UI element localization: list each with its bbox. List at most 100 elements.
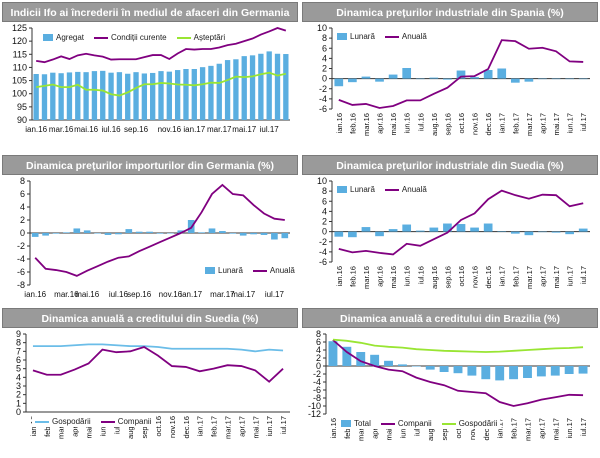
x-tick-label: aug.16 <box>426 418 435 441</box>
x-tick-label: ian.17 <box>196 416 205 436</box>
bar <box>470 227 479 232</box>
x-tick-label: apr.17 <box>537 418 546 439</box>
series-line <box>32 346 284 383</box>
x-tick-label: iul.17 <box>279 416 288 434</box>
bar <box>524 78 534 82</box>
bar <box>115 233 122 235</box>
bar <box>538 231 547 233</box>
x-tick-label: iun.17 <box>566 113 575 133</box>
y-tick-label: -2 <box>313 369 321 379</box>
x-tick-label: sep.16 <box>140 416 149 439</box>
chart-credit-brazil: -12-10-8-6-4-202468ian.16feb.16mar.16apr… <box>308 329 590 441</box>
bar <box>565 78 574 80</box>
x-tick-label: apr.16 <box>376 113 385 134</box>
bar <box>260 233 268 235</box>
x-tick-label: sep.16 <box>124 125 149 134</box>
x-tick-label: feb.16 <box>348 266 357 287</box>
y-tick-label: 4 <box>20 202 25 212</box>
bar <box>108 72 114 120</box>
bar <box>100 70 106 120</box>
series-line <box>332 339 584 407</box>
bar <box>578 78 588 80</box>
y-tick-label: -4 <box>313 377 321 387</box>
bar <box>31 233 39 237</box>
bar <box>328 341 338 366</box>
bar <box>348 231 357 238</box>
x-tick-label: ian.16 <box>24 290 46 299</box>
y-tick-label: 4 <box>322 206 327 216</box>
bar <box>370 354 380 366</box>
y-tick-label: 10 <box>317 23 327 33</box>
bar <box>274 53 281 121</box>
legend-item-anuala: Anuală <box>252 266 295 275</box>
y-tick-label: 6 <box>316 337 321 347</box>
x-tick-label: feb.17 <box>511 266 520 287</box>
bar <box>467 366 477 376</box>
bar <box>250 233 257 235</box>
legend-item-asteptari: Așteptări <box>176 33 225 42</box>
bar <box>510 231 520 234</box>
x-tick-label: apr.17 <box>538 266 547 287</box>
x-tick-label: feb.17 <box>510 418 519 439</box>
y-tick-label: 115 <box>13 49 27 59</box>
bar <box>524 231 534 236</box>
bar <box>361 76 371 79</box>
chart-ifo-germany: 90 95 100 105 110 115 120 125 ian.16 mar.16 mai.16… <box>12 23 290 134</box>
y-tick-label: -4 <box>319 94 327 104</box>
x-tick-label: ian.17 <box>183 125 205 134</box>
x-tick-label: nov.16 <box>471 266 480 288</box>
bar <box>283 54 289 120</box>
y-tick-label: 8 <box>316 329 321 339</box>
x-tick-label: ian.17 <box>498 113 507 133</box>
x-tick-label: iul.16 <box>102 125 122 134</box>
bar <box>384 360 393 366</box>
y-tick-label: 8 <box>20 176 25 186</box>
y-tick-label: 125 <box>12 23 27 33</box>
legend-item-gospodarii: Gospodării <box>35 417 91 426</box>
bar <box>470 77 479 79</box>
bar <box>125 229 133 233</box>
legend: Total Companii Gospodării <box>338 418 501 429</box>
legend-item-conditii-curente: Condiții curente <box>94 33 167 42</box>
x-tick-label: mar.16 <box>57 416 66 439</box>
x-tick-label: feb.17 <box>210 416 219 437</box>
x-tick-label: mar.16 <box>49 125 74 134</box>
y-tick-label: 2 <box>16 390 21 400</box>
x-tick-label: nov.16 <box>471 113 480 135</box>
series-line <box>338 189 584 256</box>
y-tick-label: 110 <box>13 62 27 72</box>
x-tick-label: apr.16 <box>376 266 385 287</box>
y-tick-label: 8 <box>16 338 21 348</box>
x-tick-label: mar.17 <box>207 125 232 134</box>
x-tick-label: mar.17 <box>223 416 232 439</box>
x-tick-label: iul.17 <box>579 113 588 131</box>
y-tick-label: -4 <box>17 254 25 264</box>
x-tick-label: oct.16 <box>457 266 466 286</box>
y-tick-label: 95 <box>17 102 27 112</box>
x-tick-label: mai.17 <box>231 290 256 299</box>
bar <box>50 72 56 120</box>
bar <box>174 70 181 120</box>
bar <box>443 78 452 80</box>
x-tick-label: mar.16 <box>54 290 79 299</box>
chart-title: Dinamica anuală a creditului din Brazili… <box>302 308 598 328</box>
chart-panel-credit-sweden: Dinamica anuală a creditului din Suedia … <box>2 308 298 458</box>
bar <box>564 366 574 374</box>
legend-item-lunara: Lunară <box>337 32 375 41</box>
y-tick-label: 4 <box>322 53 327 63</box>
bar <box>402 67 412 79</box>
x-tick-label: sep.16 <box>443 113 452 136</box>
chart-panel-ppi-spain: Dinamica prețurilor industriale din Span… <box>302 2 598 152</box>
bar <box>481 366 491 380</box>
x-tick-label: iul.16 <box>416 113 425 131</box>
bar <box>578 228 588 232</box>
bar <box>453 366 463 374</box>
bar <box>63 232 70 233</box>
bar <box>73 228 81 233</box>
bar <box>208 65 214 120</box>
bar <box>348 78 357 83</box>
bar <box>75 71 81 120</box>
y-tick-label: 2 <box>322 64 327 74</box>
